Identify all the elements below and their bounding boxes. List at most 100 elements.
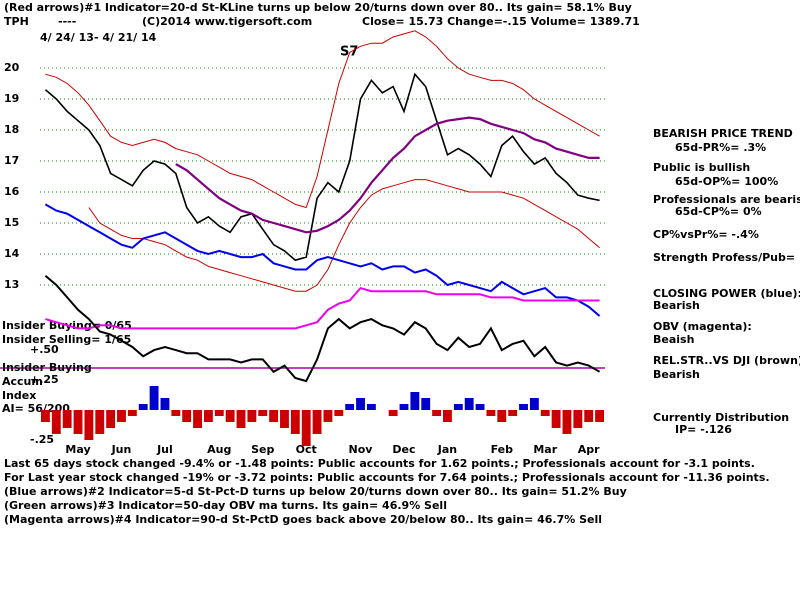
accum-bar [388, 410, 398, 416]
left-label: Index [2, 389, 36, 402]
accum-bar [540, 410, 550, 416]
accum-bar [497, 410, 507, 422]
signal-label: S7 [340, 45, 358, 60]
accum-bar [312, 410, 322, 434]
accum-bar [399, 404, 409, 410]
accum-bar [106, 410, 116, 428]
quote: Close= 15.73 Change=-.15 Volume= 1389.71 [362, 15, 640, 28]
footer-line: (Blue arrows)#2 Indicator=5-d St-Pct-D t… [4, 485, 627, 498]
sidebar-text: CLOSING POWER (blue): [653, 287, 800, 300]
y-tick-label: -.25 [30, 433, 54, 446]
accum-bar [62, 410, 72, 428]
header-line: (Red arrows)#1 Indicator=20-d St-KLine t… [4, 1, 632, 14]
accum-bar [171, 410, 181, 416]
accum-bar [301, 410, 311, 446]
x-tick-label: Aug [207, 443, 231, 456]
accum-bar [182, 410, 192, 422]
y-tick-label: 18 [4, 123, 19, 136]
sidebar-text: Bearish [653, 368, 700, 381]
accum-bar [410, 392, 420, 410]
date-range: 4/ 24/ 13- 4/ 21/ 14 [40, 31, 157, 44]
y-tick-label: 13 [4, 278, 19, 291]
accum-bar [356, 398, 365, 410]
x-tick-label: May [65, 443, 90, 456]
footer-line: (Magenta arrows)#4 Indicator=90-d St-Pct… [4, 513, 602, 526]
accum-bar [464, 398, 474, 410]
left-label: Insider Buying [2, 361, 92, 374]
x-tick-label: Sep [251, 443, 274, 456]
left-label: Accum [2, 375, 43, 388]
x-tick-label: Jan [437, 443, 457, 456]
accum-bar [51, 410, 61, 434]
accum-bar [280, 410, 289, 428]
accum-bar [551, 410, 561, 428]
footer: Last 65 days stock changed -9.4% or -1.4… [4, 457, 770, 526]
accum-bar [421, 398, 431, 410]
accum-bar [573, 410, 583, 428]
accum-bar [84, 410, 94, 440]
accum-bar [225, 410, 235, 422]
y-tick-label: +.25 [30, 373, 59, 386]
accum-bar [453, 404, 463, 410]
accum-bar [193, 410, 202, 428]
y-tick-label: +.50 [30, 343, 59, 356]
y-tick-label: 17 [4, 154, 19, 167]
series-line [45, 286, 600, 330]
ticker: TPH [4, 15, 29, 28]
accum-bar [486, 410, 496, 416]
y-tick-label: 16 [4, 185, 20, 198]
x-tick-label: Nov [349, 443, 374, 456]
y-tick-label: 14 [4, 247, 20, 260]
series-line [175, 116, 600, 234]
x-tick-label: Dec [392, 443, 415, 456]
sidebar-text: 65d-CP%= 0% [675, 205, 762, 218]
accum-bar [334, 410, 344, 416]
accum-bar [519, 404, 528, 410]
accum-bar [529, 398, 539, 410]
accum-bar [269, 410, 279, 422]
sidebar-text: Currently Distribution [653, 411, 789, 424]
accum-bar [117, 410, 126, 422]
sidebar-text: Strength Profess/Pub= 1.9 [653, 251, 800, 264]
accum-bar [203, 410, 213, 422]
series-line [44, 274, 601, 383]
accum-bar [236, 410, 246, 428]
accum-bar [323, 410, 333, 422]
accum-bar [247, 410, 257, 422]
y-tick-label: 20 [4, 61, 20, 74]
sidebar-text: 65d-PR%= .3% [675, 141, 766, 154]
series-line [88, 179, 600, 292]
accum-bar [95, 410, 105, 434]
accum-bar [138, 404, 148, 410]
x-tick-label: Mar [533, 443, 557, 456]
dashes: ---- [58, 15, 76, 28]
x-tick-label: Feb [491, 443, 514, 456]
sidebar-text: OBV (magenta): [653, 320, 752, 333]
left-label: Insider Selling= 1/65 [2, 333, 131, 346]
accum-bar [432, 410, 442, 416]
accum-bar [41, 410, 50, 422]
x-tick-label: Apr [578, 443, 600, 456]
series-line [44, 203, 601, 317]
sidebar-text: CP%vsPr%= -.4% [653, 228, 759, 241]
accum-bar [345, 404, 355, 410]
x-tick-label: Jun [111, 443, 132, 456]
accum-bar [366, 404, 376, 410]
sidebar-text: Professionals are bearish [653, 193, 800, 206]
sidebar-text: Bearish [653, 299, 700, 312]
y-tick-label: 19 [4, 92, 19, 105]
sidebar-text: 65d-OP%= 100% [675, 175, 778, 188]
x-tick-label: Oct [296, 443, 317, 456]
series-line [45, 30, 600, 209]
x-tick-label: Jul [156, 443, 173, 456]
sidebar-text: IP= -.126 [675, 423, 732, 436]
accum-bar [562, 410, 572, 434]
accum-bar [214, 410, 224, 416]
accum-bar [290, 410, 300, 434]
sidebar-text: Beaish [653, 333, 694, 346]
accum-bar [595, 410, 604, 422]
